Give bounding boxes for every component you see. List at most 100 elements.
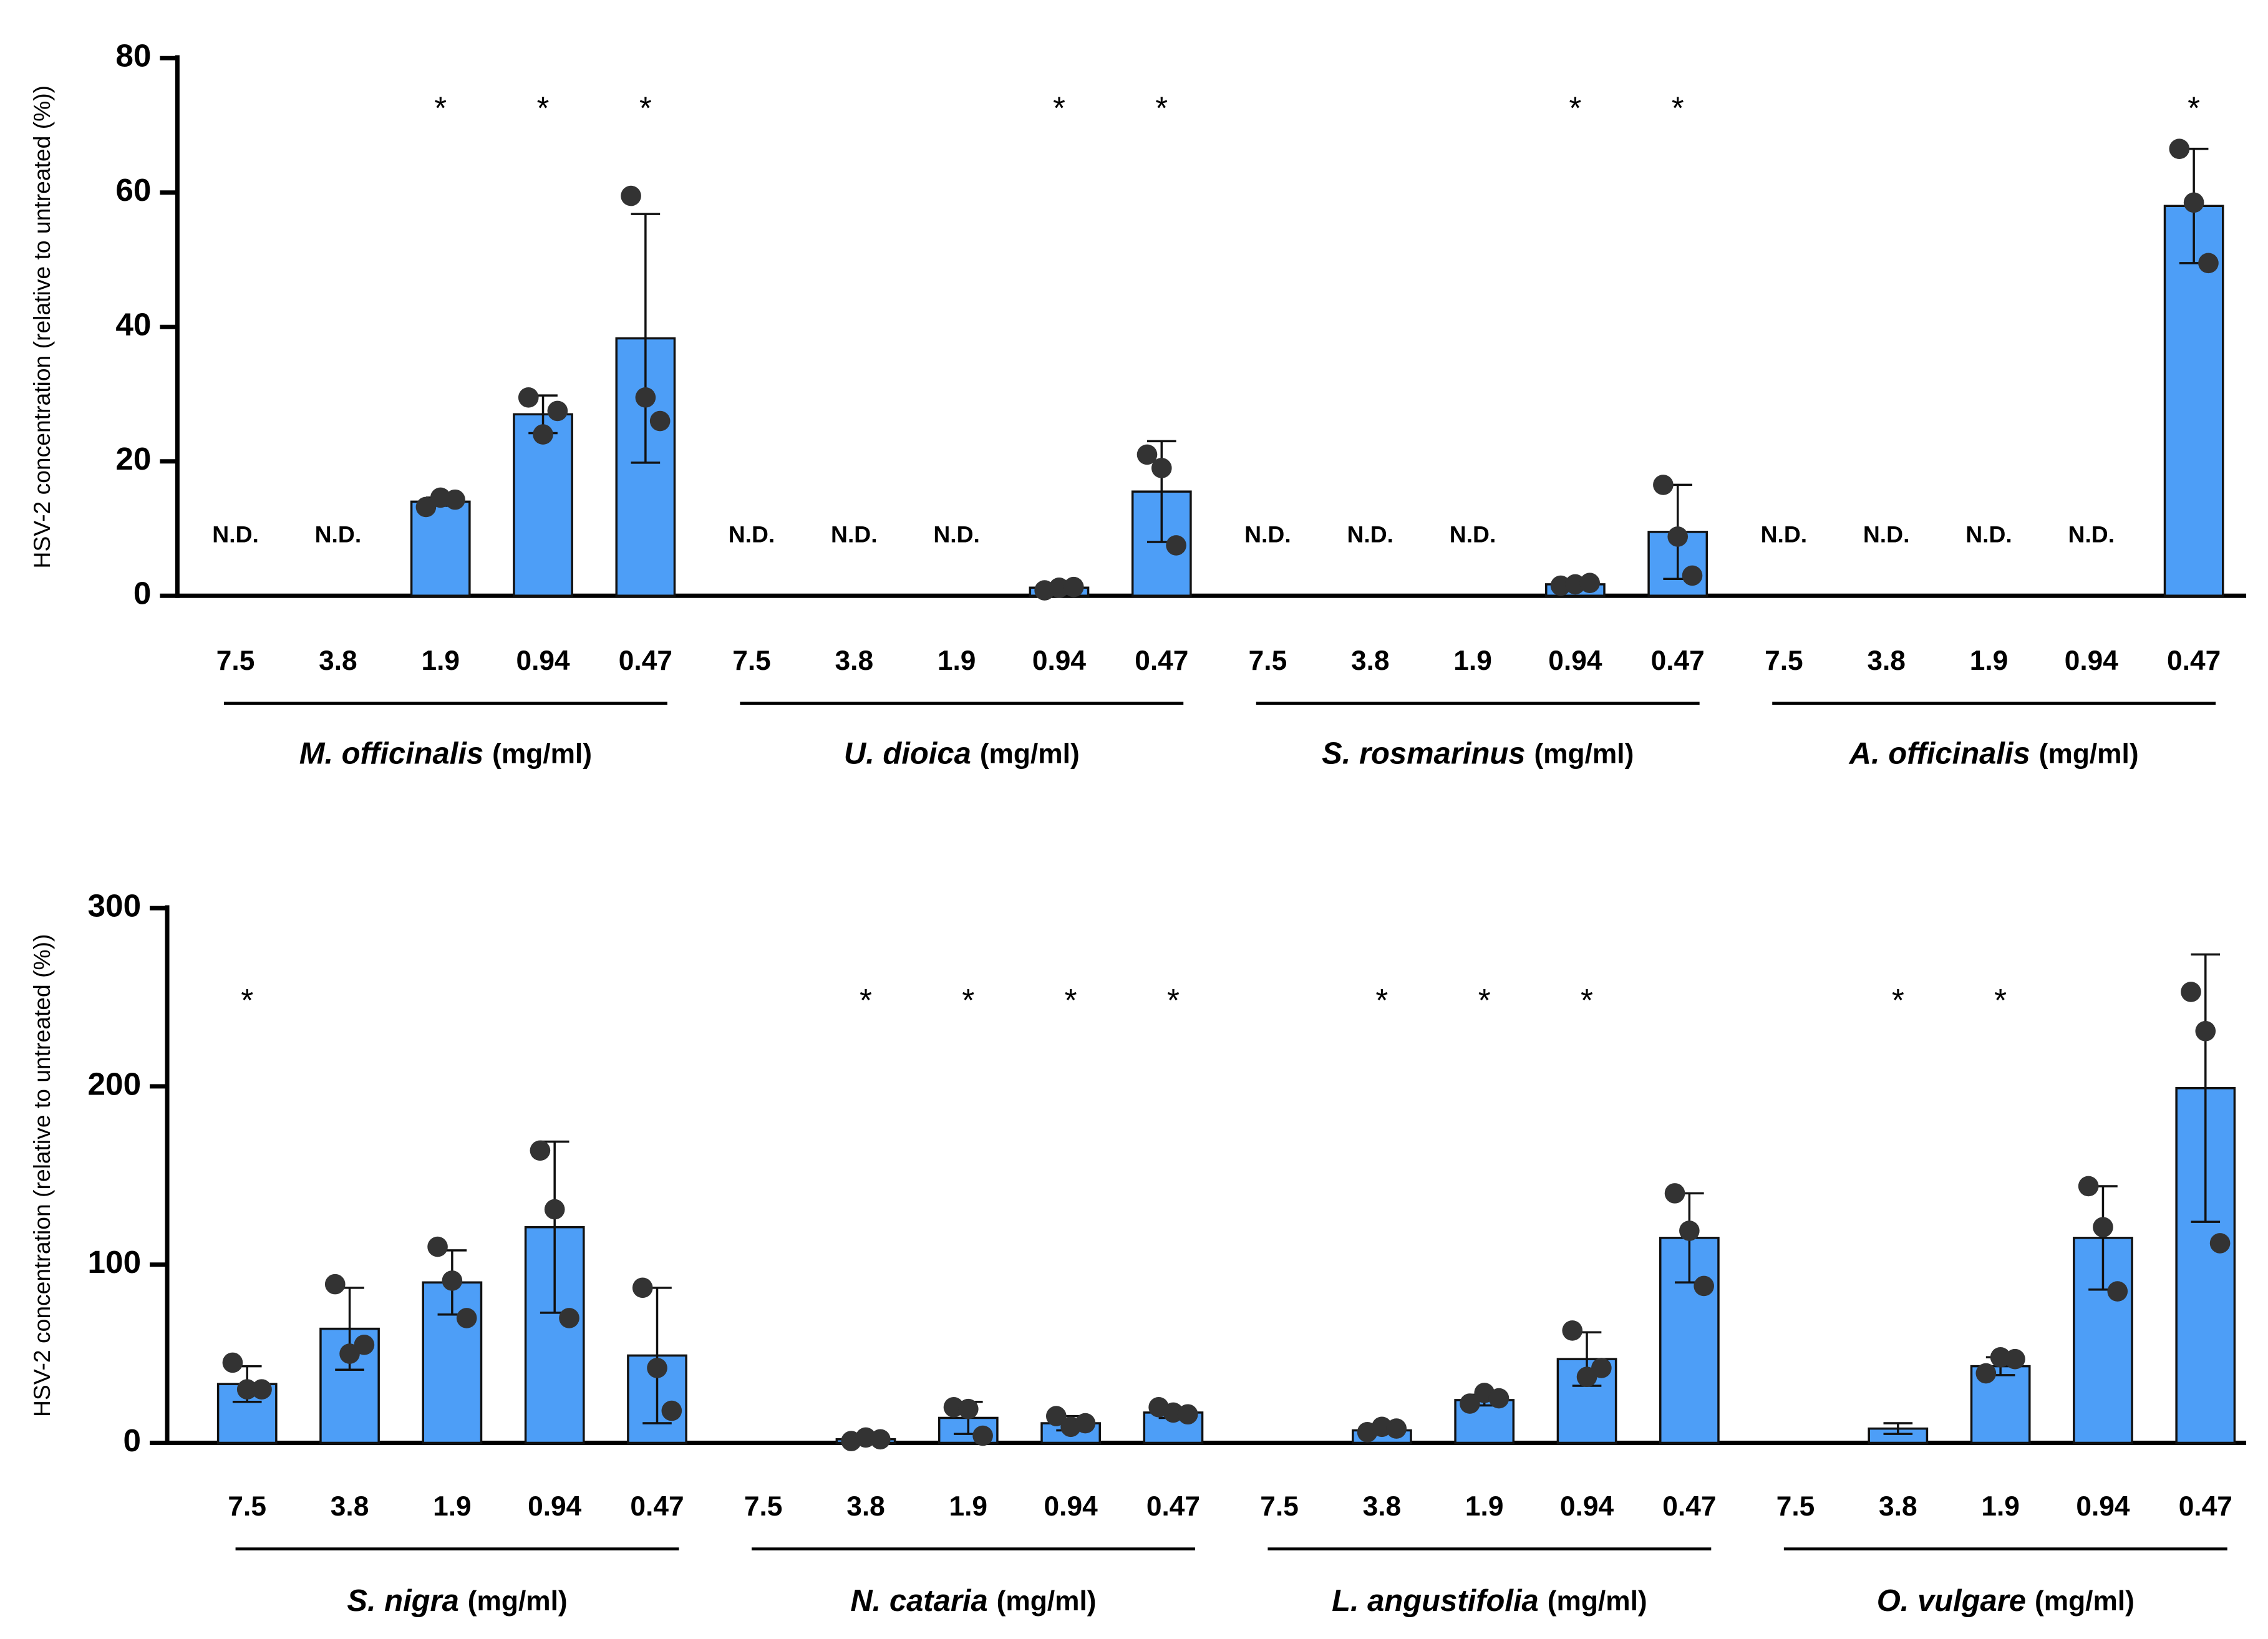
not-detected-label: N.D.	[212, 521, 259, 548]
x-tick-label: 0.94	[1548, 645, 1602, 676]
group-label: N. cataria (mg/ml)	[850, 1584, 1096, 1618]
significance-mark: *	[1065, 982, 1077, 1018]
y-tick-label: 100	[88, 1244, 142, 1280]
group-label: S. nigra (mg/ml)	[347, 1584, 567, 1618]
x-tick-label: 0.47	[630, 1491, 684, 1522]
data-point	[1045, 1406, 1067, 1426]
x-tick-label: 3.8	[835, 645, 874, 676]
x-tick-label: 1.9	[1453, 645, 1492, 676]
x-tick-label: 0.47	[2167, 645, 2221, 676]
data-point	[324, 1274, 346, 1295]
data-point	[442, 1270, 463, 1291]
data-point	[559, 1308, 579, 1328]
x-tick-label: 0.94	[528, 1491, 582, 1522]
x-tick-label: 1.9	[949, 1491, 988, 1522]
data-point	[957, 1398, 979, 1419]
data-point	[415, 496, 437, 518]
x-tick-label: 3.8	[1879, 1491, 1917, 1522]
data-point	[649, 410, 671, 432]
x-tick-label: 0.47	[1651, 645, 1705, 676]
group-unit: (mg/ml)	[2035, 1585, 2135, 1616]
group-name: N. cataria	[850, 1584, 987, 1618]
data-point	[222, 1352, 243, 1373]
x-tick-label: 7.5	[1776, 1491, 1815, 1522]
group-unit: (mg/ml)	[2039, 738, 2139, 769]
group-name: U. dioica	[844, 737, 971, 770]
y-tick-label: 200	[88, 1066, 142, 1101]
x-tick-label: 3.8	[1363, 1491, 1402, 1522]
significance-mark: *	[537, 90, 550, 126]
data-point	[1591, 1358, 1612, 1378]
group-label: O. vulgare (mg/ml)	[1877, 1584, 2135, 1618]
x-tick-label: 0.94	[1560, 1491, 1614, 1522]
y-tick-label: 20	[115, 441, 151, 476]
data-point	[621, 185, 641, 206]
data-point	[1177, 1404, 1198, 1425]
data-point	[1460, 1393, 1480, 1414]
x-tick-label: 3.8	[1351, 645, 1390, 676]
group-name: M. officinalis	[299, 737, 483, 770]
x-tick-label: 3.8	[846, 1491, 885, 1522]
y-tick-label: 0	[124, 1423, 142, 1458]
data-point	[2093, 1217, 2113, 1237]
significance-mark: *	[1994, 982, 2007, 1018]
x-tick-label: 0.94	[1044, 1491, 1098, 1522]
data-point	[2183, 192, 2204, 213]
x-tick-label: 7.5	[1249, 645, 1287, 676]
bar	[1454, 1399, 1515, 1444]
x-tick-label: 7.5	[1765, 645, 1803, 676]
significance-mark: *	[1581, 982, 1593, 1018]
data-point	[1488, 1388, 1510, 1409]
x-tick-label: 0.47	[619, 645, 672, 676]
significance-mark: *	[1569, 90, 1581, 126]
x-tick-label: 7.5	[1260, 1491, 1299, 1522]
group-name: L. angustifolia	[1332, 1584, 1539, 1618]
data-point	[236, 1379, 258, 1400]
data-point	[2195, 1021, 2216, 1042]
group-label: L. angustifolia (mg/ml)	[1332, 1584, 1647, 1618]
significance-mark: *	[860, 982, 872, 1018]
x-tick-label: 1.9	[1981, 1491, 2020, 1522]
bar	[2163, 205, 2224, 597]
not-detected-label: N.D.	[1863, 521, 1910, 548]
x-tick-label: 3.8	[1867, 645, 1906, 676]
x-tick-label: 3.8	[319, 645, 357, 676]
data-point	[1136, 444, 1158, 465]
not-detected-label: N.D.	[831, 521, 878, 548]
data-point	[1975, 1363, 1997, 1384]
data-point	[632, 1277, 653, 1298]
data-point	[544, 1199, 565, 1220]
data-point	[1049, 577, 1070, 598]
significance-mark: *	[434, 90, 447, 126]
x-tick-label: 1.9	[938, 645, 976, 676]
data-point	[445, 489, 465, 510]
x-tick-label: 7.5	[744, 1491, 783, 1522]
data-point	[2181, 982, 2201, 1002]
significance-mark: *	[962, 982, 974, 1018]
data-point	[972, 1425, 993, 1446]
data-point	[1579, 573, 1601, 594]
significance-mark: *	[1892, 982, 1904, 1018]
data-point	[518, 387, 539, 408]
x-tick-label: 3.8	[331, 1491, 369, 1522]
x-tick-label: 1.9	[1970, 645, 2009, 676]
data-point	[1664, 1183, 1685, 1204]
data-point	[354, 1334, 375, 1355]
group-name: S. rosmarinus	[1322, 737, 1525, 770]
x-tick-label: 1.9	[421, 645, 460, 676]
x-tick-label: 0.47	[1662, 1491, 1716, 1522]
x-tick-label: 0.94	[516, 645, 570, 676]
data-point	[427, 1236, 448, 1257]
y-tick-label: 300	[88, 888, 142, 924]
data-point	[1562, 1320, 1583, 1341]
not-detected-label: N.D.	[2068, 521, 2115, 548]
data-point	[635, 387, 656, 408]
data-point	[1151, 458, 1172, 478]
x-tick-label: 1.9	[1465, 1491, 1504, 1522]
data-point	[647, 1358, 667, 1378]
significance-mark: *	[1053, 90, 1065, 126]
y-tick-label: 80	[115, 38, 151, 74]
not-detected-label: N.D.	[933, 521, 980, 548]
group-label: A. officinalis (mg/ml)	[1849, 737, 2139, 770]
